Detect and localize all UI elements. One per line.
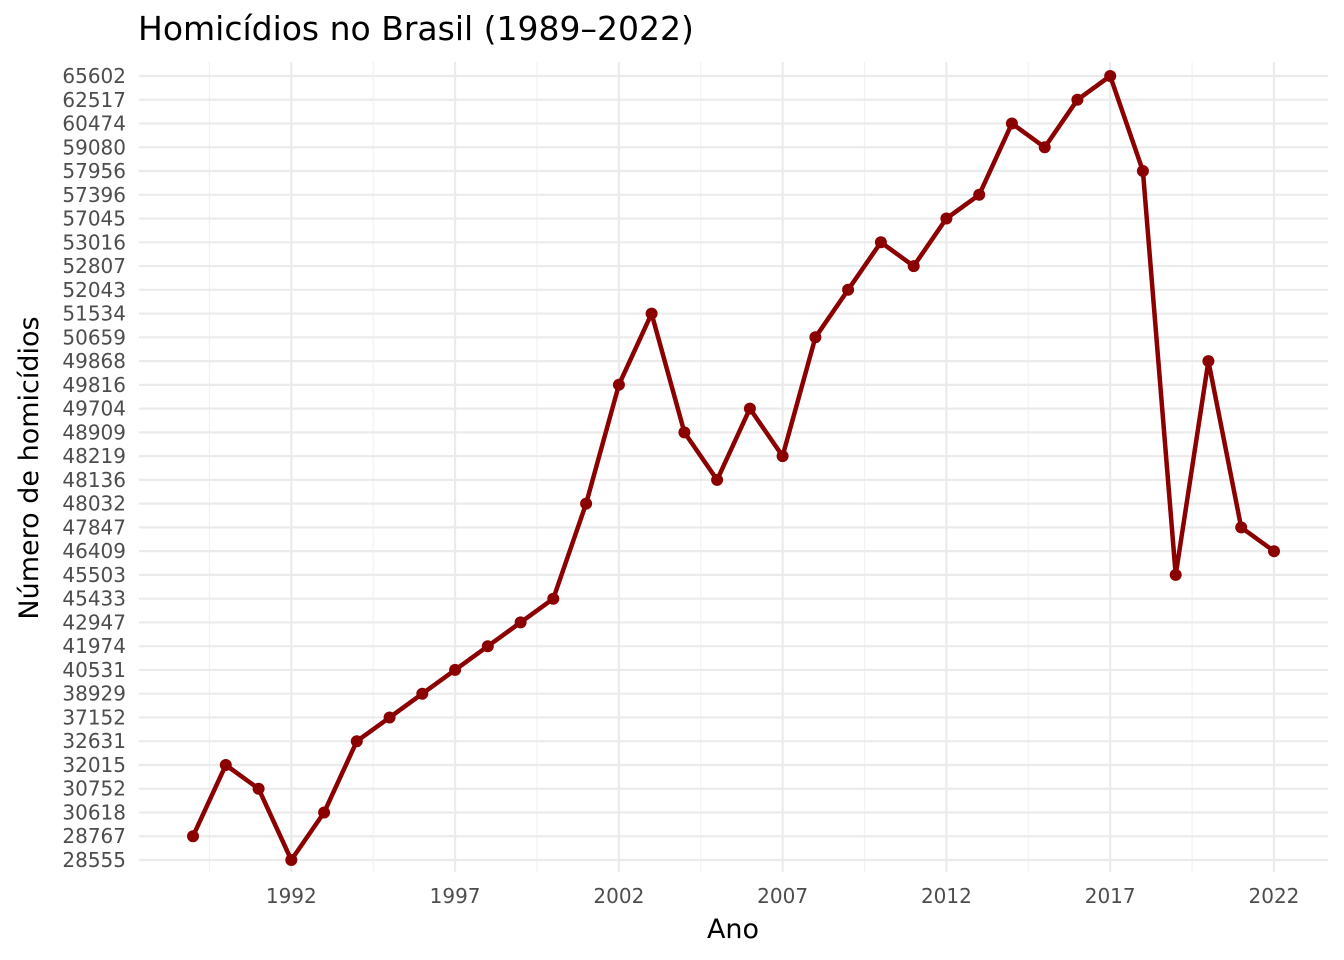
data-point — [776, 450, 789, 463]
data-point — [940, 212, 953, 225]
y-axis-title: Número de homicídios — [14, 316, 45, 619]
data-point — [612, 378, 625, 391]
x-tick-label: 1992 — [266, 884, 317, 908]
y-tick-label: 62517 — [62, 88, 126, 112]
data-point — [809, 331, 822, 344]
data-point — [318, 806, 331, 819]
data-point — [187, 830, 199, 843]
y-tick-label: 49868 — [62, 349, 126, 373]
data-point — [842, 283, 855, 296]
y-tick-label: 45433 — [62, 587, 126, 611]
data-point — [481, 640, 494, 653]
y-tick-label: 59080 — [62, 135, 126, 159]
series-line — [190, 73, 1277, 863]
y-tick-label: 57956 — [62, 159, 126, 183]
y-tick-label: 57396 — [62, 183, 126, 207]
data-point — [350, 735, 363, 748]
y-tick-label: 60474 — [62, 112, 126, 136]
y-tick-label: 42947 — [62, 610, 126, 634]
data-point — [547, 592, 560, 605]
y-tick-label: 32015 — [62, 753, 126, 777]
y-tick-label: 32631 — [62, 729, 126, 753]
y-tick-label: 48909 — [62, 420, 126, 444]
y-axis-ticks: 2855528767306183075232015326313715238929… — [62, 64, 126, 872]
data-point — [285, 854, 298, 866]
y-tick-label: 65602 — [62, 64, 126, 88]
y-tick-label: 52807 — [62, 254, 126, 278]
y-tick-label: 38929 — [62, 682, 126, 706]
data-point — [580, 497, 593, 510]
y-tick-label: 41974 — [62, 634, 126, 658]
y-tick-label: 48032 — [62, 492, 126, 516]
data-point — [1104, 70, 1117, 82]
x-axis-ticks: 1992 1997 2002 2007 2012 2017 2022 — [266, 884, 1300, 908]
y-tick-label: 51534 — [62, 302, 126, 326]
data-point — [1038, 141, 1051, 154]
y-tick-label: 37152 — [62, 705, 126, 729]
data-point — [1169, 568, 1182, 581]
x-tick-label: 2002 — [593, 884, 644, 908]
x-tick-label: 2022 — [1249, 884, 1300, 908]
y-tick-label: 57045 — [62, 207, 126, 231]
data-point — [219, 759, 232, 771]
data-point — [645, 307, 658, 320]
series-points — [187, 70, 1280, 866]
y-tick-label: 40531 — [62, 658, 126, 682]
data-point — [1005, 117, 1018, 130]
data-point — [711, 473, 724, 486]
grid — [139, 62, 1328, 872]
y-tick-label: 46409 — [62, 539, 126, 563]
data-point — [416, 687, 429, 700]
y-tick-label: 30752 — [62, 777, 126, 801]
y-tick-label: 50659 — [62, 325, 126, 349]
data-point — [973, 188, 986, 201]
y-tick-label: 53016 — [62, 230, 126, 254]
data-point — [1268, 545, 1280, 558]
y-tick-label: 28555 — [62, 848, 126, 872]
y-tick-label: 45503 — [62, 563, 126, 587]
data-point — [1202, 355, 1215, 368]
data-point — [743, 402, 756, 415]
chart-title: Homicídios no Brasil (1989–2022) — [138, 9, 694, 48]
x-tick-label: 2012 — [921, 884, 972, 908]
data-point — [1071, 93, 1084, 106]
data-point — [678, 426, 691, 439]
data-point — [1136, 165, 1149, 177]
y-tick-label: 30618 — [62, 800, 126, 824]
y-tick-label: 49816 — [62, 373, 126, 397]
data-point — [874, 236, 887, 249]
x-tick-label: 2017 — [1085, 884, 1136, 908]
x-tick-label: 2007 — [757, 884, 808, 908]
data-point — [1235, 521, 1248, 534]
x-axis-title: Ano — [707, 914, 759, 945]
data-point — [383, 711, 396, 724]
data-point — [449, 663, 462, 676]
y-tick-label: 52043 — [62, 278, 126, 302]
y-tick-label: 48136 — [62, 468, 126, 492]
y-tick-label: 49704 — [62, 397, 126, 421]
data-point — [514, 616, 527, 629]
y-tick-label: 48219 — [62, 444, 126, 468]
y-tick-label: 28767 — [62, 824, 126, 848]
y-tick-label: 47847 — [62, 515, 126, 539]
x-tick-label: 1997 — [430, 884, 481, 908]
data-point — [907, 260, 920, 273]
data-point — [252, 782, 265, 795]
